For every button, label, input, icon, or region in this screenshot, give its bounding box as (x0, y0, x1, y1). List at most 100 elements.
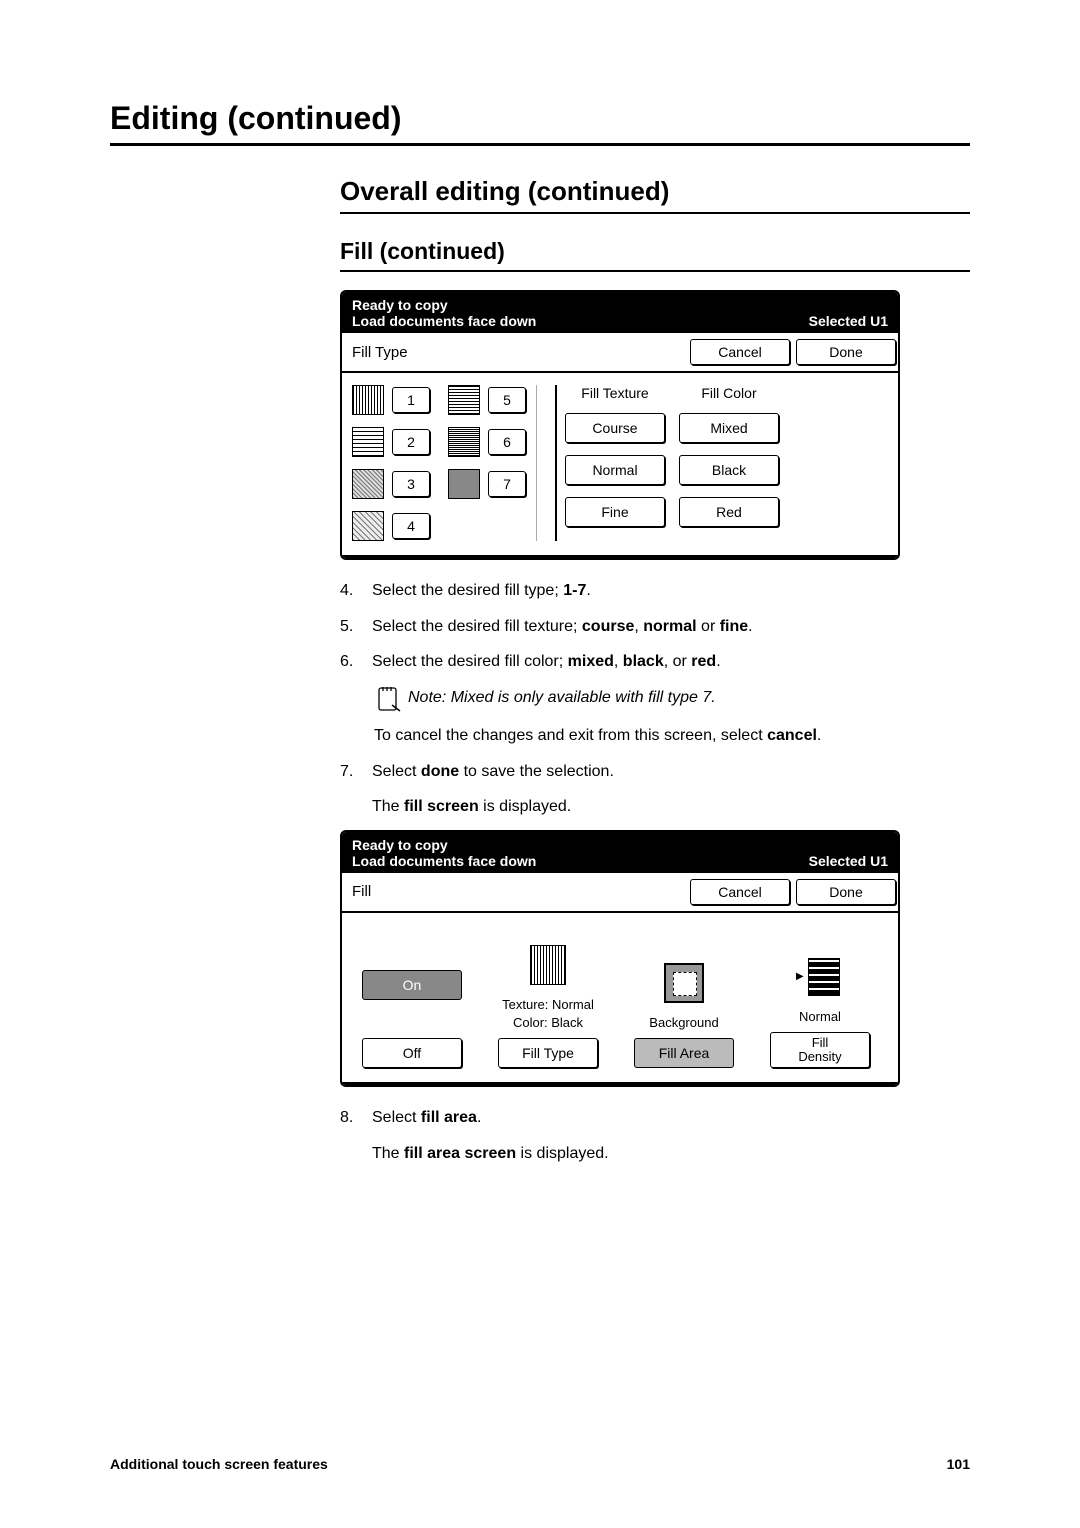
instruction-list-b: 8. Select fill area. The fill area scree… (340, 1105, 970, 1166)
step-6-text: Select the desired fill color; (372, 653, 568, 670)
fill-density-line1: Fill (812, 1036, 829, 1050)
on-button[interactable]: On (362, 970, 462, 1000)
texture-fine-button[interactable]: Fine (565, 497, 665, 527)
fill-density-button[interactable]: Fill Density (770, 1032, 870, 1068)
step-4-bold: 1-7 (563, 582, 586, 599)
step-7-bold: done (421, 763, 459, 780)
screen1-toolbar: Fill Type Cancel Done (342, 333, 898, 373)
filltype-sub1: Texture: Normal (502, 997, 594, 1013)
step-5-b2: normal (643, 618, 696, 635)
done-button[interactable]: Done (796, 339, 896, 365)
step-8-bold: fill area (421, 1109, 477, 1126)
heading-editing: Editing (continued) (110, 100, 970, 146)
off-button[interactable]: Off (362, 1038, 462, 1068)
step-5-text: Select the desired fill texture; (372, 618, 582, 635)
step-8-sub-bold: fill area screen (404, 1145, 516, 1162)
screen2-status-line2: Load documents face down (352, 853, 536, 869)
step-8-sub-b: is displayed. (516, 1145, 609, 1162)
color-mixed-button[interactable]: Mixed (679, 413, 779, 443)
screen2-status-line1: Ready to copy (352, 837, 536, 853)
color-black-button[interactable]: Black (679, 455, 779, 485)
texture-course-button[interactable]: Course (565, 413, 665, 443)
step-4: 4. Select the desired fill type; 1-7. (340, 578, 970, 604)
normal-label: Normal (799, 1009, 841, 1025)
step-7-number: 7. (340, 759, 360, 820)
screen2-toolbar: Fill Cancel Done (342, 873, 898, 913)
screen1-selected-label: Selected U1 (809, 313, 888, 329)
pattern-3-swatch (352, 469, 384, 499)
fill-area-button[interactable]: Fill Area (634, 1038, 734, 1068)
screen1-status-line2: Load documents face down (352, 313, 536, 329)
pattern-2-button[interactable]: 2 (392, 429, 430, 455)
note-text: Note: Mixed is only available with fill … (408, 685, 716, 711)
footer-left: Additional touch screen features (110, 1456, 328, 1472)
pattern-5-button[interactable]: 5 (488, 387, 526, 413)
pattern-7-swatch (448, 469, 480, 499)
pattern-4-swatch (352, 511, 384, 541)
step-7-tail: to save the selection. (459, 763, 614, 780)
pattern-6-button[interactable]: 6 (488, 429, 526, 455)
instruction-list-a: 4. Select the desired fill type; 1-7. 5.… (340, 578, 970, 675)
fill-color-label: Fill Color (701, 385, 756, 401)
screen1-title: Fill Type (352, 344, 684, 361)
pattern-1-button[interactable]: 1 (392, 387, 430, 413)
density-icon (796, 953, 844, 1001)
pattern-2-swatch (352, 427, 384, 457)
note-icon (374, 685, 402, 713)
color-red-button[interactable]: Red (679, 497, 779, 527)
touchscreen-fill: Ready to copy Load documents face down S… (340, 830, 900, 1087)
step-6: 6. Select the desired fill color; mixed,… (340, 649, 970, 675)
step-6-b3: red (691, 653, 716, 670)
step-8-tail: . (477, 1109, 481, 1126)
pattern-4-button[interactable]: 4 (392, 513, 430, 539)
fill-texture-label: Fill Texture (581, 385, 648, 401)
step-5-b1: course (582, 618, 634, 635)
step-5: 5. Select the desired fill texture; cour… (340, 614, 970, 640)
background-label: Background (649, 1015, 718, 1031)
filltype-sub2: Color: Black (513, 1015, 583, 1031)
step-5-tail: . (748, 618, 752, 635)
step-7: 7. Select done to save the selection. Th… (340, 759, 970, 820)
screen2-body: On Off Texture: Normal Color: Black Fill… (342, 913, 898, 1085)
step-4-text: Select the desired fill type; (372, 582, 563, 599)
done-button-2[interactable]: Done (796, 879, 896, 905)
step-7-sub-bold: fill screen (404, 798, 479, 815)
screen1-body: 1 2 3 4 5 6 7 Fill Texture Course Normal… (342, 373, 898, 558)
step-7-sub-b: is displayed. (479, 798, 572, 815)
cancel-button-2[interactable]: Cancel (690, 879, 790, 905)
step-6-tail: . (716, 653, 720, 670)
filltype-icon (524, 941, 572, 989)
pattern-3-button[interactable]: 3 (392, 471, 430, 497)
screen1-status-line1: Ready to copy (352, 297, 536, 313)
note-row: Note: Mixed is only available with fill … (374, 685, 970, 713)
page-footer: Additional touch screen features 101 (110, 1456, 970, 1472)
fillarea-icon (660, 959, 708, 1007)
step-7-sub-a: The (372, 798, 404, 815)
screen1-header: Ready to copy Load documents face down S… (342, 292, 898, 333)
fill-type-button[interactable]: Fill Type (498, 1038, 598, 1068)
instruction-list-a2: 7. Select done to save the selection. Th… (340, 759, 970, 820)
step-6-number: 6. (340, 649, 360, 675)
cancel-instruction: To cancel the changes and exit from this… (374, 723, 970, 749)
cancel-text: To cancel the changes and exit from this… (374, 727, 767, 744)
heading-fill: Fill (continued) (340, 238, 970, 272)
step-8-number: 8. (340, 1105, 360, 1166)
step-6-sep2: , or (664, 653, 692, 670)
screen2-title: Fill (352, 883, 684, 900)
step-8-text: Select (372, 1109, 421, 1126)
cancel-tail: . (817, 727, 821, 744)
heading-overall-editing: Overall editing (continued) (340, 176, 970, 214)
pattern-6-swatch (448, 427, 480, 457)
pattern-7-button[interactable]: 7 (488, 471, 526, 497)
step-8: 8. Select fill area. The fill area scree… (340, 1105, 970, 1166)
texture-normal-button[interactable]: Normal (565, 455, 665, 485)
cancel-button[interactable]: Cancel (690, 339, 790, 365)
step-4-tail: . (586, 582, 590, 599)
step-6-sep1: , (614, 653, 623, 670)
step-5-number: 5. (340, 614, 360, 640)
step-6-b2: black (623, 653, 664, 670)
step-4-number: 4. (340, 578, 360, 604)
step-5-sep1: , (634, 618, 643, 635)
step-5-sep2: or (697, 618, 720, 635)
step-6-b1: mixed (568, 653, 614, 670)
